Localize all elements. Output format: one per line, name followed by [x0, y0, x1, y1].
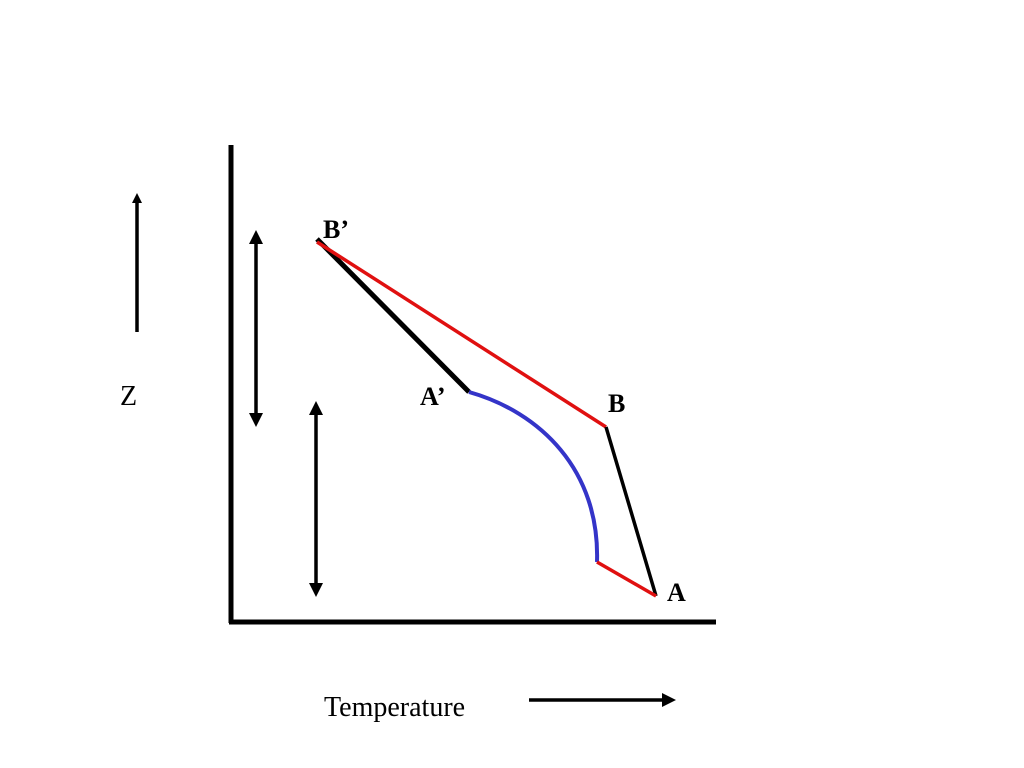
- red-segment-b-prime-b: [316, 240, 607, 429]
- upper-double-arrow: [249, 230, 263, 427]
- point-label-a: A: [667, 578, 686, 607]
- y-axis-label: Z: [120, 381, 137, 412]
- blue-curve-a-prime: [468, 390, 600, 563]
- red-segment-to-a: [596, 560, 657, 598]
- x-axis-label: Temperature: [324, 692, 465, 723]
- black-segment-b-prime-a-prime: [315, 237, 471, 394]
- point-label-b: B: [608, 389, 625, 418]
- temperature-arrow: [529, 693, 676, 707]
- point-label-b-prime: B’: [323, 215, 349, 244]
- point-label-a-prime: A’: [420, 382, 446, 411]
- black-segment-b-a: [604, 426, 658, 597]
- lower-double-arrow: [309, 401, 323, 597]
